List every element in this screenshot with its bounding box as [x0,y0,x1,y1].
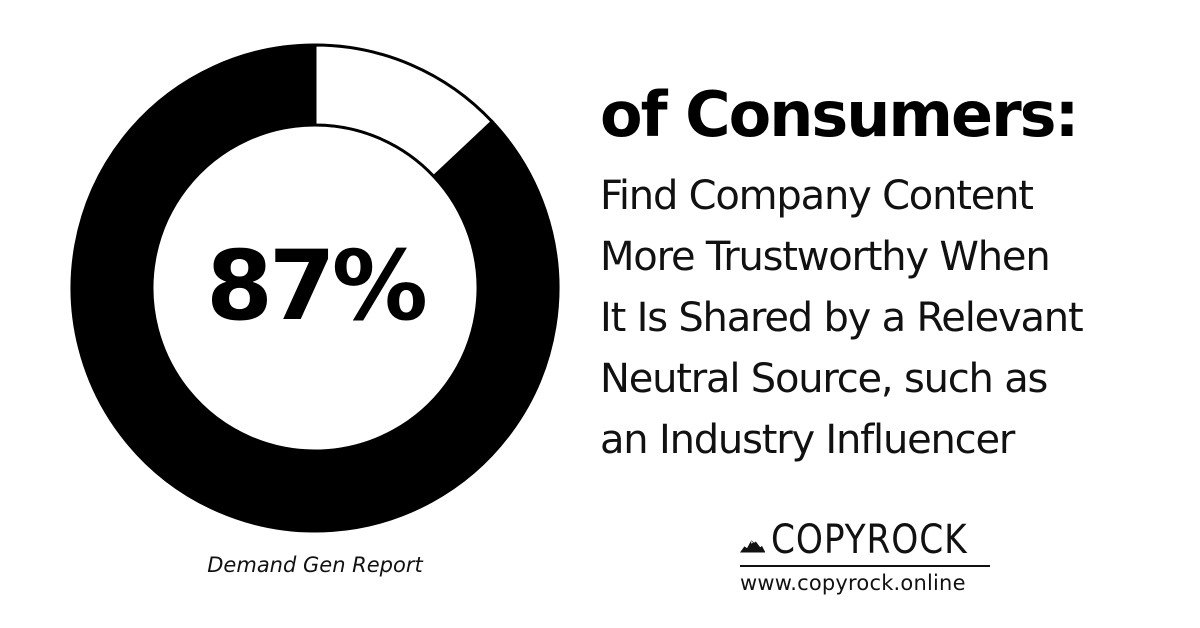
copyrock-logo: COPYROCK www.copyrock.online [740,516,1000,596]
statement-line-4: Neutral Source, such as [600,356,1048,402]
donut-segment-87 [70,43,560,533]
donut-center-percentage: 87% [206,230,428,342]
headline: of Consumers: [600,78,1079,151]
source-caption: Demand Gen Report [207,553,423,577]
logo-wordmark: COPYROCK [771,517,969,563]
statement-line-3: It Is Shared by a Relevant [600,295,1084,341]
donut-chart: 87% [70,43,560,533]
donut-chart-svg [70,43,560,533]
statement-text: Find Company Content More Trustworthy Wh… [600,166,1160,471]
logo-divider [740,565,990,567]
statement-line-2: More Trustworthy When [600,234,1051,280]
mountain-logo-icon [740,540,766,553]
statement-line-5: an Industry Influencer [600,417,1015,463]
statement-line-1: Find Company Content [600,173,1034,219]
logo-url: www.copyrock.online [740,571,966,595]
donut-segment-remainder [313,43,495,179]
